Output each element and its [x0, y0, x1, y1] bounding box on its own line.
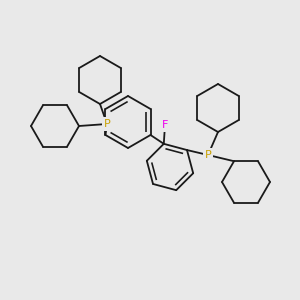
Text: P: P — [103, 119, 110, 129]
Text: F: F — [162, 120, 168, 130]
Text: P: P — [205, 150, 212, 160]
